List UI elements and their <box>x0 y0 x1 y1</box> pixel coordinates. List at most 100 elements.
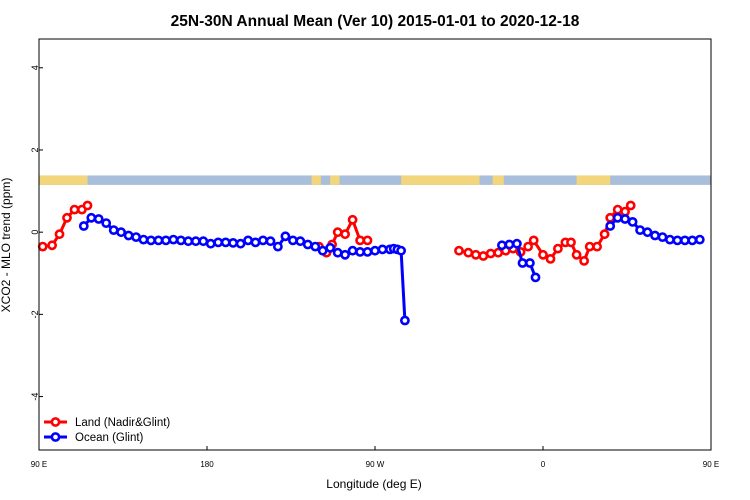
data-point <box>235 238 246 249</box>
data-point <box>228 237 238 248</box>
data-point <box>528 235 539 246</box>
data-point <box>625 200 636 211</box>
data-point <box>265 236 276 247</box>
data-point <box>523 241 533 252</box>
land-band-segment <box>401 175 480 185</box>
legend-item: Ocean (Glint) <box>44 432 144 444</box>
data-point <box>347 245 358 256</box>
data-point <box>571 249 582 260</box>
x-tick-label: 0 <box>541 460 546 469</box>
data-point <box>146 235 156 246</box>
data-point <box>642 227 653 238</box>
data-point <box>168 234 179 245</box>
series-layer <box>37 200 705 326</box>
series-ocean <box>78 212 705 326</box>
x-axis: 90 E 180 90 W 0 90 E <box>31 446 719 469</box>
y-tick-label: 4 <box>30 65 40 70</box>
x-tick-label: 180 <box>200 460 214 469</box>
data-point <box>545 253 556 264</box>
land-band-segment <box>576 175 611 185</box>
data-point <box>78 221 89 231</box>
series-line <box>399 250 407 321</box>
data-point <box>101 218 112 228</box>
data-point <box>612 204 623 215</box>
y-axis: -4 -2 0 2 4 <box>30 65 43 401</box>
data-point <box>340 249 350 260</box>
data-point <box>160 235 171 246</box>
data-point <box>592 241 602 252</box>
data-point <box>317 245 328 256</box>
legend-label: Ocean (Glint) <box>75 432 144 444</box>
data-point <box>347 214 358 225</box>
y-tick-label: -4 <box>30 393 40 401</box>
data-point <box>93 214 104 224</box>
y-tick-label: 2 <box>30 147 40 152</box>
data-point <box>605 212 616 223</box>
data-point <box>566 237 576 248</box>
data-point <box>250 237 261 248</box>
data-point <box>243 235 253 246</box>
data-point <box>47 240 57 251</box>
land-band-segment <box>492 175 504 185</box>
legend-label: Land (Nadir&Glint) <box>75 417 170 429</box>
x-tick-label: 90 E <box>31 460 47 469</box>
data-point <box>340 229 350 240</box>
data-point <box>287 235 298 246</box>
x-axis-label: Longitude (deg E) <box>326 477 421 491</box>
data-point <box>310 241 321 252</box>
data-point <box>175 235 186 246</box>
data-point <box>605 221 616 231</box>
ocean-band <box>39 175 711 185</box>
data-point <box>525 258 535 268</box>
data-point <box>504 239 515 250</box>
land-band-segment <box>330 175 340 185</box>
data-point <box>399 315 410 326</box>
data-point <box>116 227 126 238</box>
data-point <box>220 237 231 248</box>
land-band-segment <box>39 175 88 185</box>
data-point <box>650 230 660 241</box>
data-point <box>493 247 504 258</box>
data-point <box>579 255 589 266</box>
data-point <box>665 234 675 245</box>
data-point <box>362 246 373 257</box>
data-point <box>62 212 72 223</box>
land-band-segment <box>311 175 321 185</box>
x-tick-label: 90 E <box>703 460 719 469</box>
y-tick-label: -2 <box>30 310 40 318</box>
y-axis-label: XCO2 - MLO trend (ppm) <box>0 178 13 313</box>
data-point <box>627 216 638 227</box>
data-point <box>280 231 291 242</box>
data-point <box>138 234 149 245</box>
legend: Land (Nadir&Glint) Ocean (Glint) <box>44 417 170 444</box>
data-point <box>190 236 201 247</box>
data-point <box>599 229 610 240</box>
data-point <box>37 241 48 252</box>
legend-marker <box>50 417 61 427</box>
data-point <box>454 245 464 256</box>
data-point <box>470 249 481 260</box>
data-point <box>183 236 194 247</box>
data-point <box>620 214 630 224</box>
data-point <box>213 237 224 248</box>
data-point <box>54 229 65 240</box>
data-point <box>612 212 623 223</box>
data-point <box>82 200 93 211</box>
data-point <box>362 235 373 246</box>
data-point <box>332 227 343 238</box>
surface-band <box>39 175 711 185</box>
data-point <box>553 243 563 254</box>
data-point <box>295 236 306 247</box>
data-point <box>485 248 496 259</box>
series-land <box>37 200 636 266</box>
data-point <box>496 240 507 251</box>
data-point <box>123 230 134 241</box>
data-point <box>325 242 336 253</box>
data-point <box>687 235 698 246</box>
data-point <box>205 238 216 249</box>
data-point <box>396 245 406 256</box>
data-point <box>302 239 313 250</box>
chart-title: 25N-30N Annual Mean (Ver 10) 2015-01-01 … <box>171 13 580 30</box>
data-point <box>512 238 522 249</box>
